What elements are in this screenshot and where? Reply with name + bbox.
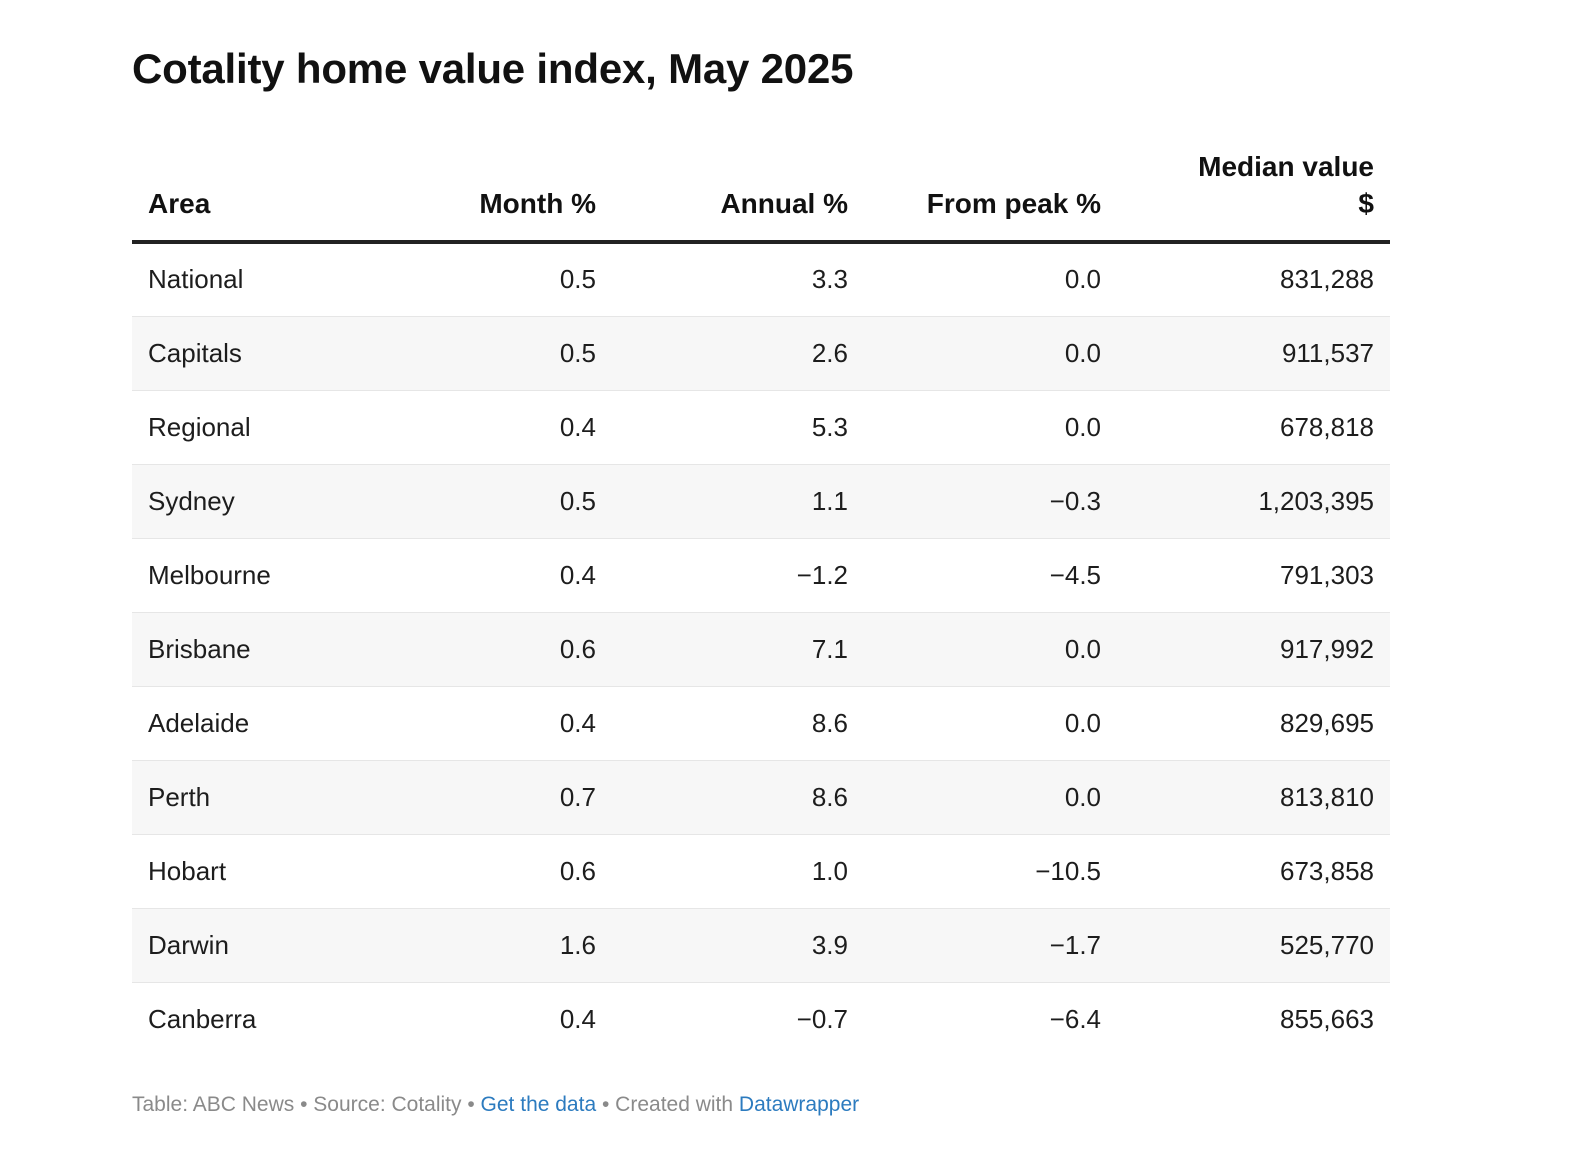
- footer-separator: •: [596, 1093, 616, 1116]
- table-row: Sydney 0.5 1.1 −0.3 1,203,395: [132, 464, 1390, 539]
- cell-median: 917,992: [1117, 612, 1390, 687]
- cell-from-peak: −6.4: [1049, 1003, 1101, 1034]
- cell-annual: 8.6: [612, 686, 864, 761]
- cell-from-peak: −1.7: [864, 908, 1117, 983]
- header-label-line: From peak %: [926, 188, 1101, 219]
- cell-median: 525,770: [1117, 908, 1390, 983]
- cell-median: 829,695: [1117, 686, 1390, 761]
- datawrapper-link[interactable]: Datawrapper: [738, 1093, 860, 1116]
- table-row: Canberra 0.4 −0.7 −6.4 855,663: [132, 982, 1390, 1056]
- footer-separator: •: [461, 1093, 481, 1116]
- source-credit: Source: Cotality: [313, 1093, 462, 1116]
- header-label-line: Month %: [479, 188, 596, 219]
- table-row: Capitals 0.5 2.6 0.0 911,537: [132, 316, 1390, 391]
- cell-area: Adelaide: [132, 686, 359, 761]
- get-the-data-link[interactable]: Get the data: [480, 1093, 597, 1116]
- cell-from-peak: −4.5: [864, 538, 1117, 613]
- header-annual: Annual %: [612, 148, 864, 244]
- cell-annual: 8.6: [612, 760, 864, 835]
- cell-month: 0.4: [559, 1003, 596, 1034]
- table-row: Hobart 0.6 1.0 −10.5 673,858: [132, 834, 1390, 909]
- cell-from-peak: 0.0: [864, 612, 1117, 687]
- header-from-peak: From peak %: [864, 148, 1117, 244]
- table-row: Adelaide 0.4 8.6 0.0 829,695: [132, 686, 1390, 761]
- cell-annual: −0.7: [796, 1003, 848, 1034]
- cell-month: 0.5: [359, 316, 612, 391]
- cell-median: 678,818: [1117, 390, 1390, 465]
- cell-area: National: [132, 242, 359, 317]
- cell-area: Regional: [132, 390, 359, 465]
- cell-from-peak: 0.0: [864, 390, 1117, 465]
- chart-title: Cotality home value index, May 2025: [132, 45, 854, 92]
- header-label-line: Median value: [1198, 151, 1374, 182]
- table-row: Darwin 1.6 3.9 −1.7 525,770: [132, 908, 1390, 983]
- cell-annual: 3.9: [612, 908, 864, 983]
- cell-median: 813,810: [1117, 760, 1390, 835]
- table-row: Melbourne 0.4 −1.2 −4.5 791,303: [132, 538, 1390, 613]
- header-label-line: Area: [148, 188, 211, 219]
- cell-area: Hobart: [132, 834, 359, 909]
- cell-month: 0.7: [359, 760, 612, 835]
- header-row: Area Month % Annual % From peak % Median val…: [132, 148, 1390, 244]
- cell-month: 0.4: [359, 390, 612, 465]
- cell-median: 911,537: [1117, 316, 1390, 391]
- cell-from-peak: −0.3: [864, 464, 1117, 539]
- header-month: Month %: [359, 148, 612, 244]
- table-row: National 0.5 3.3 0.0 831,288: [132, 242, 1390, 317]
- cell-month: 0.6: [359, 612, 612, 687]
- footer-separator: •: [294, 1093, 314, 1116]
- cell-from-peak: 0.0: [864, 760, 1117, 835]
- footer: Table: ABC News • Source: Cotality • Get…: [132, 1093, 859, 1117]
- data-table: Area Month % Annual % From peak % Median val…: [132, 148, 1390, 1056]
- cell-annual: −1.2: [612, 538, 864, 613]
- cell-month: 0.5: [359, 242, 612, 317]
- cell-area: Capitals: [132, 316, 359, 391]
- chart-container: Cotality home value index, May 2025 Area…: [132, 40, 1390, 1034]
- table-row: Regional 0.4 5.3 0.0 678,818: [132, 390, 1390, 465]
- cell-annual: 1.0: [612, 834, 864, 909]
- cell-area: Canberra: [148, 1003, 257, 1034]
- cell-from-peak: 0.0: [864, 242, 1117, 317]
- table-row: Brisbane 0.6 7.1 0.0 917,992: [132, 612, 1390, 687]
- created-with-text: Created with: [615, 1093, 739, 1116]
- cell-median: 831,288: [1117, 242, 1390, 317]
- cell-from-peak: 0.0: [864, 316, 1117, 391]
- cell-area: Darwin: [132, 908, 359, 983]
- cell-annual: 3.3: [612, 242, 864, 317]
- cell-median: 1,203,395: [1117, 464, 1390, 539]
- table-credit: Table: ABC News: [132, 1093, 295, 1116]
- cell-annual: 7.1: [612, 612, 864, 687]
- header-label-line: $: [1358, 188, 1374, 219]
- cell-median: 791,303: [1117, 538, 1390, 613]
- cell-annual: 1.1: [612, 464, 864, 539]
- cell-annual: 5.3: [612, 390, 864, 465]
- cell-median: 855,663: [1280, 1003, 1374, 1034]
- cell-month: 0.5: [359, 464, 612, 539]
- cell-from-peak: −10.5: [864, 834, 1117, 909]
- cell-median: 673,858: [1117, 834, 1390, 909]
- cell-month: 0.6: [359, 834, 612, 909]
- cell-month: 1.6: [359, 908, 612, 983]
- table-body: National 0.5 3.3 0.0 831,288 Capitals 0.5 2.6 0.…: [132, 242, 1390, 1056]
- cell-area: Sydney: [132, 464, 359, 539]
- header-area: Area: [132, 148, 359, 244]
- cell-area: Perth: [132, 760, 359, 835]
- cell-month: 0.4: [359, 538, 612, 613]
- table-row: Perth 0.7 8.6 0.0 813,810: [132, 760, 1390, 835]
- cell-area: Melbourne: [132, 538, 359, 613]
- header-label-line: Annual %: [720, 188, 848, 219]
- cell-annual: 2.6: [612, 316, 864, 391]
- cell-month: 0.4: [359, 686, 612, 761]
- cell-area: Brisbane: [132, 612, 359, 687]
- header-median-value: Median value $: [1117, 148, 1390, 244]
- cell-from-peak: 0.0: [864, 686, 1117, 761]
